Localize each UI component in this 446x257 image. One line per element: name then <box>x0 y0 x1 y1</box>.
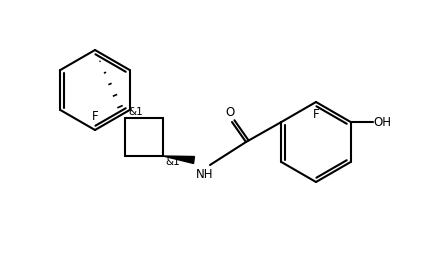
Text: &1: &1 <box>128 107 143 117</box>
Text: &1: &1 <box>165 157 180 167</box>
Text: OH: OH <box>374 115 392 128</box>
Text: O: O <box>225 106 235 119</box>
Text: F: F <box>92 110 98 123</box>
Polygon shape <box>163 156 194 163</box>
Text: NH: NH <box>196 168 214 181</box>
Text: F: F <box>313 108 319 121</box>
